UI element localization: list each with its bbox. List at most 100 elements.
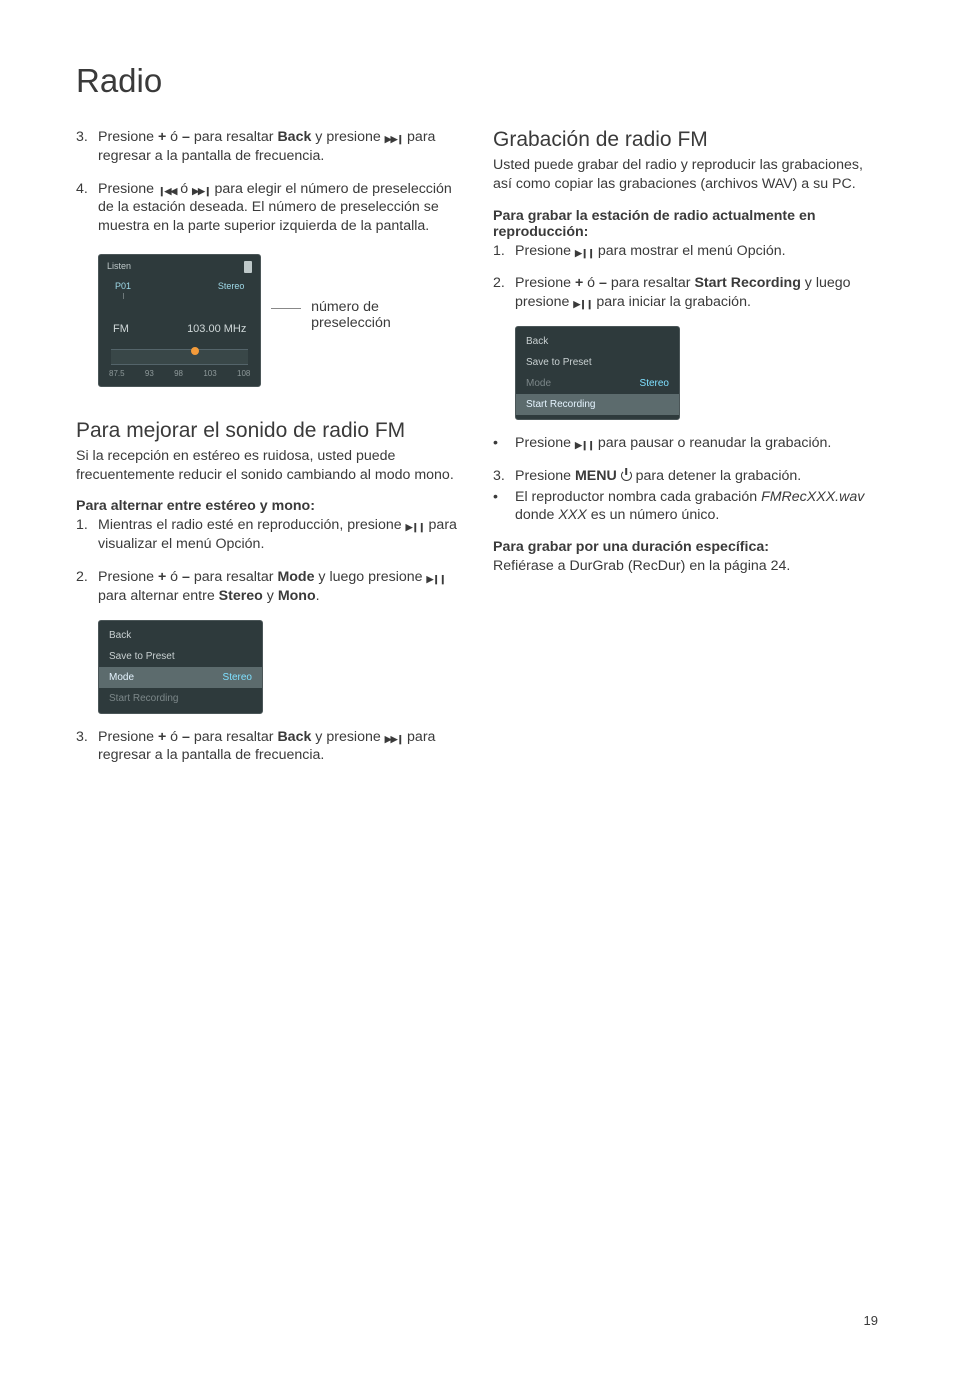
section-body: Si la recepción en estéreo es ruidosa, u… [76,447,461,484]
section-title: Para mejorar el sonido de radio FM [76,419,461,443]
device-menu-row: Start Recording [99,688,262,709]
device-menu-label: Back [526,336,669,347]
list-item: 2. Presione + ó – para resaltar Start Re… [493,274,878,312]
device-menu-label: Save to Preset [109,651,252,662]
device-menu-row: Back [99,625,262,646]
stereo-label: Stereo [218,281,245,291]
next-track-icon [385,131,403,147]
device-header-text: Listen [107,261,131,273]
text: Presione [515,435,575,451]
device-screen-menu: Back Save to Preset ModeStereoStart Record… [98,620,263,714]
numbered-list-5: 3. Presione MENU para detener la grabaci… [493,467,878,486]
text: + [158,129,166,145]
text: – [182,729,190,745]
text: Stereo [219,588,263,604]
scale-tick: 103 [203,369,216,378]
device-screen-radio: Listen P01 Stereo FM 103.00 MHz 87.5 [98,254,261,387]
numbered-list-1: 3. Presione + ó – para resaltar Back y p… [76,128,461,236]
bullet-list-2: • El reproductor nombra cada grabación F… [493,488,878,525]
device-menu-row: ModeStereo [99,667,262,688]
device-menu-value: Stereo [640,378,669,389]
battery-icon [244,261,252,273]
list-item: 1. Mientras el radio esté en reproducció… [76,516,461,554]
subheading: Para grabar la estación de radio actualm… [493,208,878,240]
scale-tick: 93 [145,369,154,378]
power-icon [621,470,632,481]
text: + [158,729,166,745]
bullet-list-1: • Presione para pausar o reanudar la gra… [493,434,878,453]
text: Presione [98,181,158,197]
list-body: Presione para pausar o reanudar la graba… [515,434,878,453]
text: ó [176,181,192,197]
device-header: Listen [99,261,260,277]
list-number: 3. [76,128,98,166]
device-menu-row: Start Recording [516,394,679,415]
device-screen-menu: BackSave to PresetModeStereoStart Record… [515,326,680,420]
play-pause-icon [426,571,445,587]
text: – [599,275,607,291]
text: para mostrar el menú Opción. [594,243,786,259]
text: para resaltar [190,729,278,745]
text: Mientras el radio esté en reproducción, … [98,517,406,533]
callout-text: número de preselección [311,299,461,331]
device-menu-label: Save to Preset [526,357,669,368]
text: y presione [311,129,384,145]
play-pause-icon [575,437,594,453]
text: para detener la grabación. [632,468,802,484]
text: Presione [515,468,575,484]
text: ó [166,729,182,745]
list-body: Presione + ó – para resaltar Back y pres… [98,128,461,166]
tuning-dial [111,349,248,365]
list-number: 4. [76,180,98,236]
subheading: Para grabar por una duración específica: [493,539,878,555]
play-pause-icon [575,245,594,261]
device-menu-label: Start Recording [526,399,669,410]
text: XXX [558,507,586,523]
two-column-layout: 3. Presione + ó – para resaltar Back y p… [76,128,878,779]
text: FMRecXXX.wav [761,489,864,505]
preset-tick [123,293,223,299]
list-item: 2. Presione + ó – para resaltar Mode y l… [76,568,461,606]
list-body: Presione para mostrar el menú Opción. [515,242,878,261]
list-number: 1. [76,516,98,554]
text: – [182,569,190,585]
radio-screen-figure: Listen P01 Stereo FM 103.00 MHz 87.5 [76,250,461,401]
list-body: Presione + ó – para resaltar Back y pres… [98,728,461,766]
device-menu-label: Back [109,630,252,641]
text: para iniciar la grabación. [592,294,751,310]
bullet: • [493,434,515,453]
device-preset-row: P01 Stereo [99,277,260,291]
list-number: 3. [493,467,515,486]
list-item-4: 4. Presione ó para elegir el número de p… [76,180,461,236]
text: + [575,275,583,291]
page-number: 19 [864,1313,878,1328]
text: Presione [98,729,158,745]
text: y [263,588,278,604]
text: Presione [98,569,158,585]
text: – [182,129,190,145]
list-body: Presione + ó – para resaltar Mode y lueg… [98,568,461,606]
device-menu-row: Save to Preset [516,352,679,373]
left-column: 3. Presione + ó – para resaltar Back y p… [76,128,461,779]
bullet: • [493,488,515,525]
text: Mono [278,588,316,604]
text: Back [277,129,311,145]
list-item: 1. Presione para mostrar el menú Opción. [493,242,878,261]
device-menu-row: Back [516,331,679,352]
spacer [76,401,461,419]
section-title: Grabación de radio FM [493,128,878,152]
list-number: 2. [493,274,515,312]
text: Presione [515,275,575,291]
paragraph: Refiérase a DurGrab (RecDur) en la págin… [493,557,878,576]
text: Back [277,729,311,745]
text: ó [583,275,599,291]
text: ó [166,569,182,585]
list-item: • El reproductor nombra cada grabación F… [493,488,878,525]
page-content: Radio 3. Presione + ó – para resaltar Ba… [0,0,954,779]
text: Start Recording [694,275,800,291]
text: para resaltar [607,275,695,291]
list-item-3: 3. Presione + ó – para resaltar Back y p… [76,128,461,166]
text: El reproductor nombra cada grabación [515,489,761,505]
text: Presione [98,129,158,145]
subheading: Para alternar entre estéreo y mono: [76,498,461,514]
